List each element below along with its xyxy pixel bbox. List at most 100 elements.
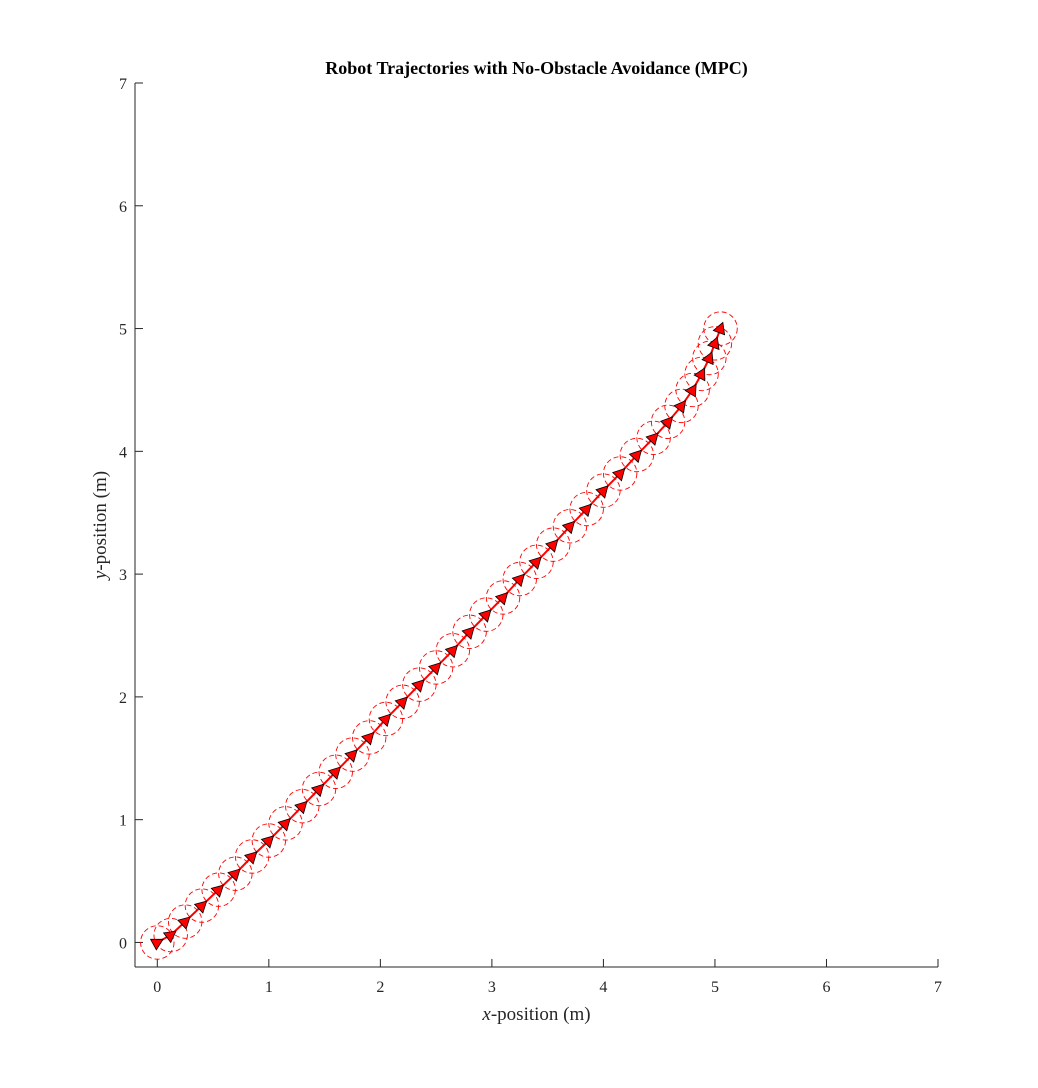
heading-marker <box>478 609 492 623</box>
heading-marker <box>659 416 673 430</box>
heading-marker <box>344 749 358 763</box>
safety-circle <box>201 872 236 907</box>
safety-circle <box>650 404 686 440</box>
x-axis-label-rest: -position (m) <box>491 1004 591 1025</box>
heading-marker <box>394 696 408 710</box>
heading-marker <box>327 766 341 780</box>
heading-marker <box>561 520 576 535</box>
heading-marker <box>707 336 720 351</box>
x-tick-label: 2 <box>376 979 384 996</box>
heading-marker <box>511 573 525 588</box>
safety-circle <box>452 614 487 649</box>
safety-circle <box>368 701 404 737</box>
heading-marker <box>361 731 375 746</box>
heading-marker <box>377 713 392 728</box>
y-tick-label: 3 <box>119 567 127 584</box>
safety-circle <box>318 754 353 789</box>
y-axis-label-var: y <box>90 570 111 581</box>
safety-circle <box>469 597 504 632</box>
safety-circle <box>335 737 370 772</box>
heading-marker <box>578 503 592 518</box>
heading-marker <box>444 644 458 659</box>
safety-circle <box>619 437 655 473</box>
safety-circle <box>502 561 537 597</box>
safety-circle <box>184 888 220 923</box>
x-axis-label: x-position (m) <box>481 1004 590 1025</box>
heading-marker <box>673 400 687 414</box>
x-tick-label: 1 <box>265 979 273 996</box>
safety-circle <box>301 771 337 807</box>
heading-marker <box>628 449 642 464</box>
y-tick-label: 6 <box>119 199 127 216</box>
y-axis-label-rest: -position (m) <box>90 471 111 571</box>
safety-circle <box>519 544 554 580</box>
safety-circle <box>684 356 719 392</box>
y-tick-label: 7 <box>119 76 127 93</box>
axes: 0 1 2 3 4 5 6 7 0 1 2 3 4 5 6 7 <box>119 76 942 996</box>
heading-marker <box>162 930 177 944</box>
safety-circle <box>385 684 420 719</box>
y-tick-label: 5 <box>119 322 127 339</box>
heading-marker <box>528 556 542 570</box>
y-tick-label: 0 <box>119 935 127 952</box>
y-tick-label: 4 <box>119 444 127 461</box>
x-tick-label: 5 <box>711 979 719 996</box>
y-axis-label: y-position (m) <box>90 471 111 581</box>
x-tick-label: 3 <box>488 979 496 996</box>
safety-circle <box>285 788 320 824</box>
safety-circle <box>218 856 253 891</box>
safety-circle <box>636 420 671 456</box>
heading-marker <box>645 432 659 446</box>
heading-marker <box>494 592 509 606</box>
heading-marker <box>294 800 308 815</box>
heading-marker <box>177 916 191 930</box>
safety-circle <box>552 509 588 544</box>
safety-circle <box>569 491 604 527</box>
chart-title: Robot Trajectories with No-Obstacle Avoi… <box>325 58 747 79</box>
heading-marker <box>701 351 714 366</box>
heading-marker <box>545 539 559 553</box>
safety-circle <box>602 456 638 491</box>
safety-circle <box>402 667 437 702</box>
heading-marker <box>310 783 325 798</box>
safety-circle <box>268 806 303 841</box>
safety-circle <box>675 372 710 408</box>
safety-circle <box>168 904 203 939</box>
heading-marker <box>693 367 706 382</box>
safety-circle <box>352 720 387 755</box>
safety-circle <box>536 527 571 562</box>
safety-circle <box>418 650 454 685</box>
heading-marker <box>260 835 275 849</box>
safety-circle <box>435 633 471 668</box>
heading-marker <box>461 626 475 640</box>
heading-marker <box>712 321 726 336</box>
heading-marker <box>611 468 626 482</box>
heading-marker <box>210 884 225 898</box>
x-tick-label: 4 <box>599 979 607 996</box>
safety-circle <box>692 340 727 376</box>
heading-marker <box>227 868 241 882</box>
safety-circle <box>153 917 188 953</box>
x-tick-label: 0 <box>153 979 161 996</box>
x-tick-label: 6 <box>822 979 830 996</box>
x-axis-label-var: x <box>481 1004 491 1025</box>
safety-circle <box>586 473 621 508</box>
heading-marker <box>684 383 697 398</box>
plot-area <box>140 311 738 960</box>
heading-marker <box>277 818 291 832</box>
safety-circle <box>251 823 287 858</box>
safety-circle <box>485 580 521 615</box>
heading-marker <box>243 851 258 865</box>
safety-circle <box>140 925 175 960</box>
heading-marker <box>427 662 442 676</box>
heading-marker <box>149 938 164 951</box>
heading-marker <box>411 679 425 693</box>
y-tick-label: 1 <box>119 813 127 830</box>
safety-circle <box>234 839 270 874</box>
heading-marker <box>595 485 609 499</box>
safety-circle <box>703 311 738 346</box>
heading-marker <box>193 900 208 914</box>
y-tick-label: 2 <box>119 690 127 707</box>
x-tick-label: 7 <box>934 979 942 996</box>
